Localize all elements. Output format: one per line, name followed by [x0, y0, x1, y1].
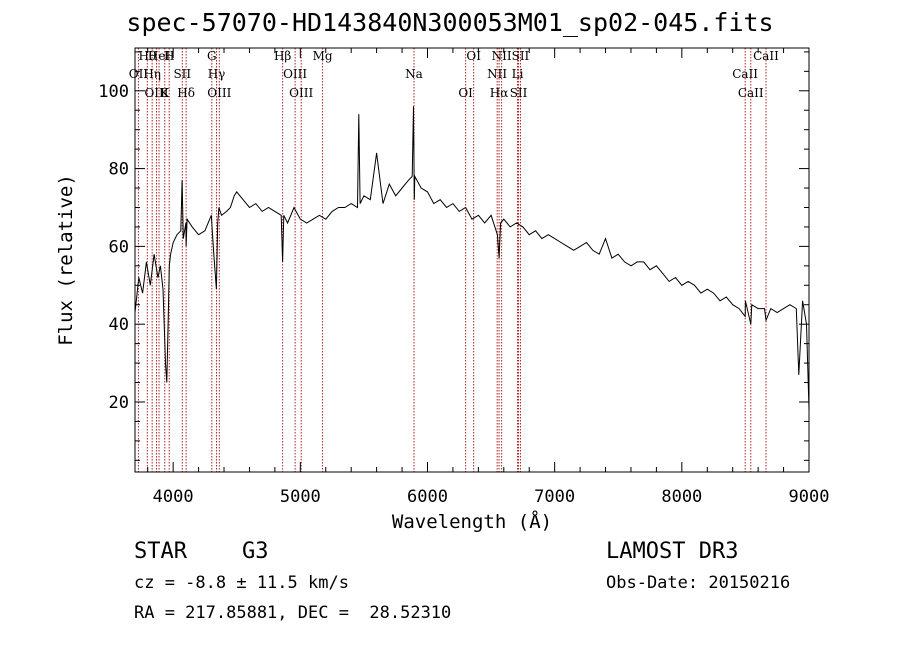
spectral-line-label: K — [160, 86, 170, 100]
spectral-line-label: G — [207, 49, 217, 63]
survey-name: LAMOST DR3 — [606, 539, 739, 564]
spectral-line-label: NII — [492, 49, 512, 63]
x-tick-label: 7000 — [534, 487, 575, 507]
spectral-line-label: Hδ — [177, 86, 195, 100]
chart-title: spec-57070-HD143840N300053M01_sp02-045.f… — [126, 8, 774, 37]
spectral-line-label: SII — [510, 86, 528, 100]
y-tick-label: 40 — [109, 315, 129, 335]
spectral-line-label: CaII — [732, 67, 758, 81]
spectral-line-label: Hη — [143, 67, 161, 81]
spectral-line-label: OI — [458, 86, 473, 100]
x-tick-label: 4000 — [153, 487, 194, 507]
x-tick-label: 6000 — [407, 487, 448, 507]
spectral-line-label: CaII — [738, 86, 764, 100]
spectrum-line — [134, 106, 810, 410]
y-tick-label: 100 — [98, 82, 129, 102]
spectral-line-label: Mg — [313, 49, 333, 63]
spectral-line-label: Hβ — [274, 49, 291, 63]
spectral-line-label: OIII — [144, 86, 168, 100]
x-tick-label: 8000 — [661, 487, 702, 507]
spectral-line-label: OIII — [207, 86, 231, 100]
spectral-line-label: HeI — [148, 49, 171, 63]
x-tick-label: 5000 — [280, 487, 321, 507]
redshift-readout: cz = -8.8 ± 11.5 km/s — [134, 573, 349, 593]
y-axis-label: Flux (relative) — [55, 174, 77, 346]
spectral-line-label: OII — [129, 67, 149, 81]
spectral-line-label: SII — [173, 67, 191, 81]
spectral-line-label: Na — [405, 67, 423, 81]
x-tick-label: 9000 — [789, 487, 830, 507]
y-tick-label: 60 — [109, 237, 129, 257]
spectral-line-label: OI — [466, 49, 481, 63]
coordinates-readout: RA = 217.85881, DEC = 28.52310 — [134, 603, 452, 623]
object-class: STAR — [134, 539, 187, 564]
spectral-line-label: Hθ — [138, 49, 156, 63]
spectral-line-label: CaII — [753, 49, 779, 63]
spectral-line-label: Hα — [490, 86, 509, 100]
spectral-line-label: OIII — [283, 67, 307, 81]
observation-date: Obs-Date: 20150216 — [606, 573, 791, 593]
spectral-line-markers — [137, 48, 767, 472]
spectral-line-label: NII — [487, 67, 507, 81]
plot-frame — [134, 47, 810, 473]
x-axis-label: Wavelength (Å) — [392, 510, 552, 533]
axis-ticks — [135, 48, 810, 472]
object-subclass: G3 — [242, 539, 269, 564]
spectral-line-label: H — [164, 49, 174, 63]
spectral-line-label: SII — [512, 49, 530, 63]
y-tick-label: 80 — [109, 160, 129, 180]
tick-labels: 4000 5000 6000 7000 8000 9000 20 40 60 80 100 — [98, 82, 829, 507]
spectral-line-label: Hγ — [208, 67, 226, 81]
y-tick-label: 20 — [109, 393, 129, 413]
spectral-line-label: Li — [512, 67, 524, 81]
spectral-line-label: OIII — [289, 86, 313, 100]
line-labels: Hθ OII OIII HeI Hη K H SII Hδ G Hγ OIII Hβ OIII OIII Mg… — [129, 49, 779, 100]
